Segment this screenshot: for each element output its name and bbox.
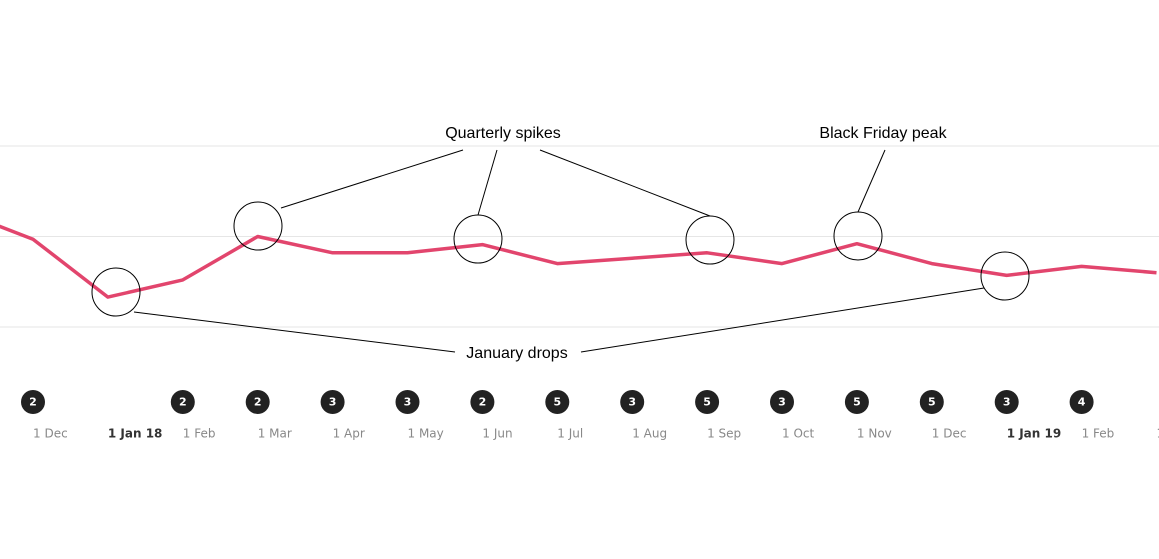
annotation-line bbox=[857, 149, 886, 213]
x-tick-label: 1 Oct bbox=[782, 427, 814, 441]
annotation: Black Friday peak bbox=[819, 125, 947, 142]
event-count: 2 bbox=[179, 396, 187, 409]
x-tick-label: 1 Jan 19 bbox=[1007, 427, 1062, 441]
x-tick-label: 1 Jun bbox=[482, 427, 512, 441]
annotation-line bbox=[280, 149, 464, 209]
event-count: 2 bbox=[479, 396, 487, 409]
x-tick-label: 1 Dec bbox=[932, 427, 967, 441]
event-badge bbox=[919, 390, 944, 414]
annotation: Quarterly spikes bbox=[445, 125, 561, 142]
event-count: 4 bbox=[1078, 396, 1086, 409]
annotation-circle bbox=[91, 267, 141, 317]
x-tick-label: 1 Dec bbox=[33, 427, 68, 441]
event-count: 2 bbox=[29, 396, 37, 409]
event-badge bbox=[770, 390, 794, 414]
event-count: 2 bbox=[254, 396, 262, 409]
event-count: 5 bbox=[928, 396, 936, 409]
event-count: 5 bbox=[703, 396, 711, 409]
event-badge bbox=[470, 390, 495, 414]
x-tick-label: 1 Apr bbox=[333, 427, 365, 441]
event-count: 5 bbox=[853, 396, 861, 409]
annotation: January drops bbox=[466, 345, 567, 362]
event-badge bbox=[1069, 390, 1094, 414]
x-tick-label: 1 Jul bbox=[557, 427, 583, 441]
x-tick-label: 1 Feb bbox=[183, 427, 216, 441]
annotation-line bbox=[539, 149, 711, 217]
event-badge bbox=[844, 390, 869, 414]
data-line bbox=[0, 224, 1157, 299]
event-badge bbox=[545, 390, 570, 414]
annotation-circle bbox=[980, 251, 1030, 301]
event-count: 3 bbox=[1003, 396, 1011, 409]
event-badge bbox=[695, 390, 720, 414]
event-count: 3 bbox=[628, 396, 636, 409]
annotation-circle bbox=[685, 215, 735, 265]
annotation-line bbox=[477, 149, 498, 216]
event-badge bbox=[395, 390, 420, 414]
x-tick-label: 1 Mar bbox=[1157, 427, 1159, 441]
x-tick-label: 1 Aug bbox=[632, 427, 667, 441]
x-tick-label: 1 Sep bbox=[707, 427, 741, 441]
annotation-line bbox=[133, 311, 456, 353]
x-tick-label: 1 Jan 18 bbox=[108, 427, 163, 441]
event-badge bbox=[620, 390, 645, 414]
event-badge bbox=[994, 390, 1019, 414]
x-tick-label: 1 Nov bbox=[857, 427, 892, 441]
event-badge bbox=[245, 390, 270, 414]
event-count: 3 bbox=[778, 396, 786, 409]
event-badge bbox=[320, 390, 345, 414]
event-badge bbox=[170, 390, 195, 414]
annotation-line bbox=[580, 287, 985, 353]
event-count: 3 bbox=[404, 396, 412, 409]
annotation-circle bbox=[453, 214, 503, 264]
event-count: 5 bbox=[553, 396, 561, 409]
event-badge bbox=[21, 390, 45, 414]
x-tick-label: 1 Feb bbox=[1082, 427, 1115, 441]
x-tick-label: 1 Mar bbox=[258, 427, 292, 441]
event-count: 3 bbox=[329, 396, 337, 409]
x-tick-label: 1 May bbox=[408, 427, 444, 441]
annotation-circle bbox=[233, 201, 283, 251]
